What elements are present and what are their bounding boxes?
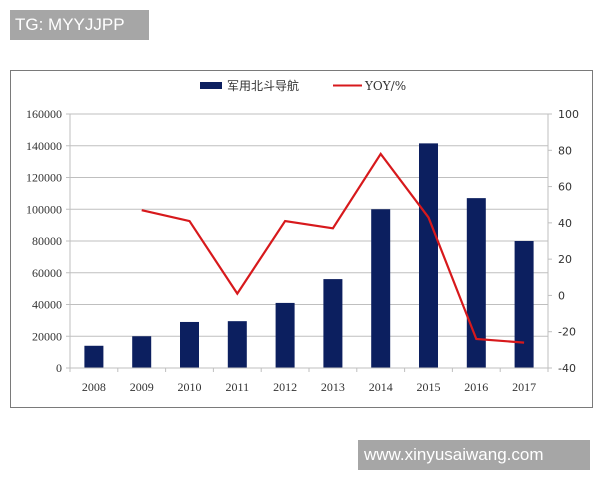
bar [180, 321, 199, 368]
bar-series [84, 143, 534, 368]
left-axis: 0 20000 40000 60000 80000 100000 120000 140000 1… [26, 107, 71, 375]
right-axis: -40 -20 0 20 40 60 80 100 [547, 108, 579, 375]
bar [371, 209, 391, 368]
yoy-line [141, 151, 525, 344]
bar [275, 302, 295, 368]
left-tick-label: 80000 [32, 234, 62, 248]
right-tick-label: -20 [558, 326, 576, 339]
x-tick-label: 2016 [464, 380, 488, 394]
x-axis: 2008 2009 2010 2011 2012 2013 2014 2015 2016 2017 [69, 367, 549, 394]
x-tick-label: 2008 [82, 380, 106, 394]
watermark-bottom: www.xinyusaiwang.com [358, 440, 590, 470]
right-tick-label: 20 [558, 253, 572, 266]
left-tick-label: 0 [56, 361, 62, 375]
x-tick-label: 2012 [273, 380, 297, 394]
chart-frame [10, 70, 593, 408]
right-tick-label: 80 [558, 144, 572, 157]
legend-bar-label: 军用北斗导航 [227, 78, 299, 93]
left-tick-label: 100000 [26, 202, 62, 216]
bar [514, 241, 534, 368]
line-series [141, 151, 525, 344]
x-tick-label: 2014 [369, 380, 393, 394]
legend-line-label: YOY/% [364, 79, 406, 93]
bar [84, 345, 104, 368]
right-tick-label: 40 [558, 217, 572, 230]
left-tick-label: 60000 [32, 266, 62, 280]
right-tick-label: 0 [558, 289, 565, 302]
bar [419, 143, 438, 368]
x-tick-label: 2011 [226, 380, 250, 394]
left-tick-label: 120000 [26, 171, 62, 185]
watermark-top: TG: MYYJJPP [10, 10, 149, 40]
x-tick-label: 2015 [417, 380, 441, 394]
right-tick-label: 100 [558, 108, 579, 121]
right-tick-label: 60 [558, 181, 572, 194]
left-tick-label: 40000 [32, 298, 62, 312]
bar [323, 279, 343, 368]
left-tick-label: 20000 [32, 329, 62, 343]
bar [466, 198, 486, 368]
left-tick-label: 140000 [26, 139, 62, 153]
x-tick-label: 2009 [130, 380, 154, 394]
x-tick-label: 2017 [512, 380, 536, 394]
right-tick-label: -40 [558, 362, 576, 375]
legend-bar-swatch [200, 82, 222, 89]
bar [227, 321, 247, 368]
x-tick-label: 2013 [321, 380, 345, 394]
bar [132, 336, 152, 368]
x-tick-label: 2010 [178, 380, 202, 394]
legend: 军用北斗导航 YOY/% [200, 78, 406, 93]
left-tick-label: 160000 [26, 107, 62, 121]
